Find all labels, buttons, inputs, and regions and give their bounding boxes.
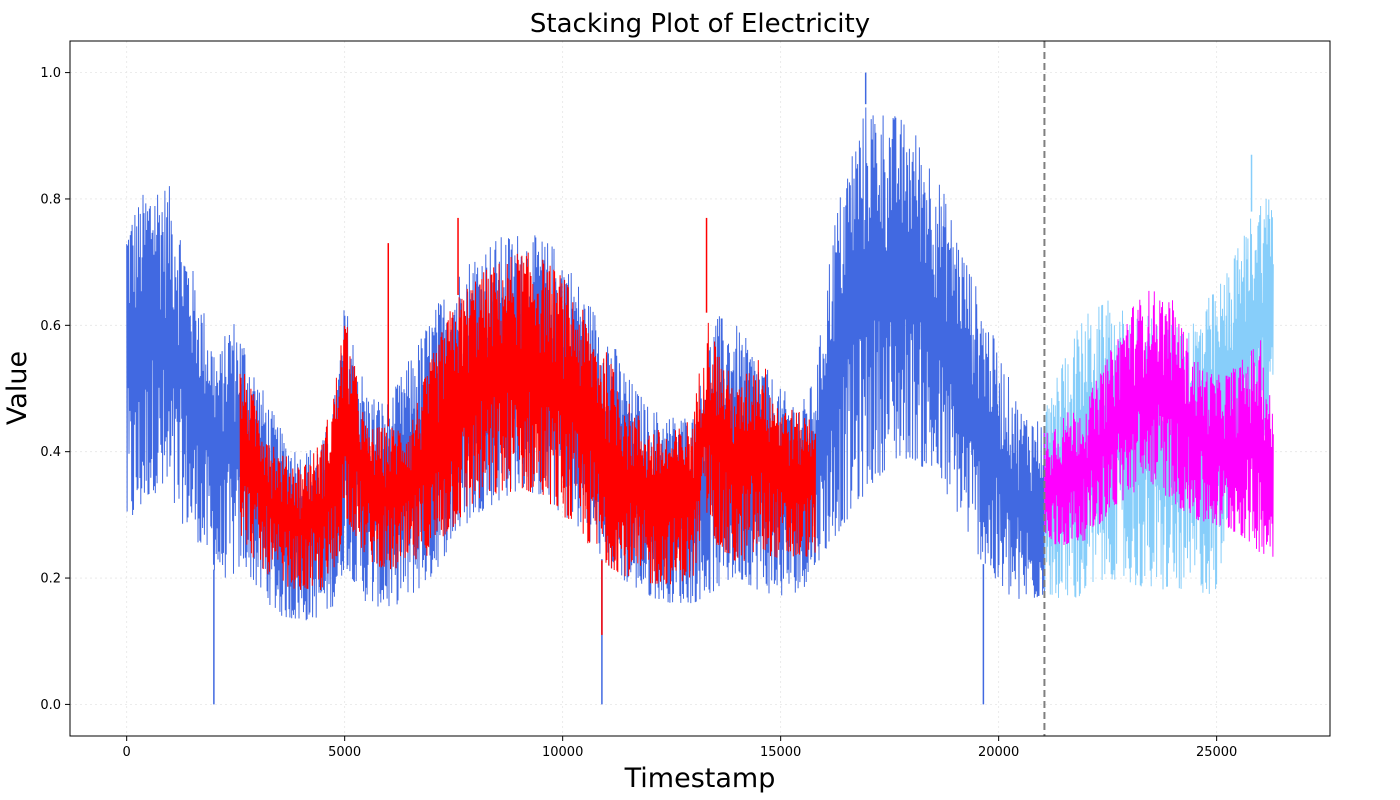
x-tick-label: 0	[123, 745, 131, 760]
y-axis-ticks: 0.0 0.2 0.4 0.6 0.8 1.0	[40, 66, 70, 713]
y-tick-label: 0.2	[40, 572, 61, 587]
y-tick-label: 0.6	[40, 319, 61, 334]
y-axis-label: Value	[2, 351, 33, 425]
series-3-line	[1043, 290, 1274, 557]
y-tick-label: 0.0	[40, 698, 61, 713]
series-3	[1043, 290, 1274, 557]
x-tick-label: 15000	[760, 745, 801, 760]
chart-title: Stacking Plot of Electricity	[530, 9, 870, 39]
x-tick-label: 20000	[978, 745, 1019, 760]
y-tick-label: 1.0	[40, 66, 61, 81]
y-tick-label: 0.4	[40, 445, 61, 460]
plot-area-frame	[69, 40, 1331, 737]
y-tick-label: 0.8	[40, 192, 61, 207]
series-1	[239, 217, 816, 635]
x-axis-label: Timestamp	[624, 763, 776, 794]
series-1-line	[239, 252, 816, 591]
x-tick-label: 5000	[328, 745, 361, 760]
x-axis-ticks: 0 5000 10000 15000 20000 25000	[123, 736, 1237, 760]
x-tick-label: 10000	[542, 745, 583, 760]
series-group	[126, 72, 1274, 705]
x-tick-label: 25000	[1196, 745, 1237, 760]
